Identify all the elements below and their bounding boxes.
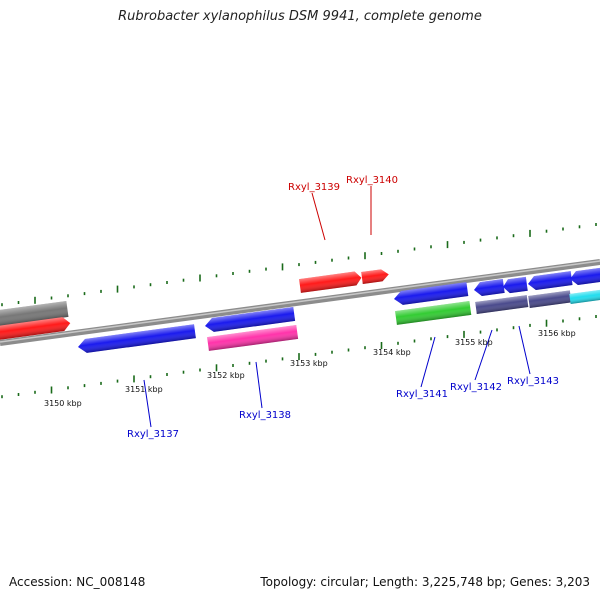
- gene-cyan[interactable]: [569, 288, 600, 304]
- gene-rxyl-3138[interactable]: [207, 325, 299, 351]
- gene-label-rxyl-3138[interactable]: Rxyl_3138: [239, 410, 291, 421]
- genome-backbone: [0, 259, 600, 346]
- gene-blue-right[interactable]: [569, 266, 600, 286]
- gene-label-rxyl-3142[interactable]: Rxyl_3142: [450, 382, 502, 393]
- scale-label: 3156 kbp: [538, 329, 576, 338]
- lower-tick-track: [1, 315, 597, 399]
- scale-label: 3153 kbp: [290, 359, 328, 368]
- gene-blue-upper[interactable]: [204, 307, 296, 333]
- gene-gray[interactable]: [0, 300, 69, 328]
- gene-rxyl-3142[interactable]: [475, 295, 529, 314]
- scale-labels: 3150 kbp 3151 kbp 3152 kbp 3153 kbp 3154…: [44, 329, 576, 408]
- gene-rxyl-3143[interactable]: [528, 290, 572, 308]
- gene-blue-3142-b[interactable]: [502, 276, 528, 294]
- plus-strand-genes: [0, 268, 389, 341]
- gene-rxyl-3141[interactable]: [395, 301, 472, 325]
- topology-text: Topology: circular; Length: 3,225,748 bp…: [260, 575, 590, 589]
- gene-rxyl-3140[interactable]: [361, 268, 389, 284]
- scale-label: 3150 kbp: [44, 399, 82, 408]
- gene-label-rxyl-3140[interactable]: Rxyl_3140: [346, 175, 398, 186]
- upper-tick-track: [1, 223, 597, 307]
- gene-red-left[interactable]: [0, 316, 71, 341]
- gene-label-rxyl-3139[interactable]: Rxyl_3139: [288, 182, 340, 193]
- genome-backbone-highlight: [0, 260, 600, 343]
- scale-label: 3151 kbp: [125, 385, 163, 394]
- gene-blue-3141-top[interactable]: [393, 282, 469, 306]
- gene-labels: Rxyl_3139 Rxyl_3140 Rxyl_3137 Rxyl_3138 …: [127, 175, 559, 440]
- scale-label: 3155 kbp: [455, 338, 493, 347]
- scale-label: 3152 kbp: [207, 371, 245, 380]
- accession-text: Accession: NC_008148: [9, 575, 146, 589]
- gene-blue-3142-a[interactable]: [473, 279, 505, 297]
- minus-strand-genes: [77, 266, 600, 354]
- gene-rxyl-3137[interactable]: [77, 324, 196, 354]
- gene-rxyl-3139[interactable]: [299, 271, 362, 293]
- gene-label-rxyl-3143[interactable]: Rxyl_3143: [507, 376, 559, 387]
- gene-label-rxyl-3137[interactable]: Rxyl_3137: [127, 429, 179, 440]
- gene-label-rxyl-3141[interactable]: Rxyl_3141: [396, 389, 448, 400]
- label-leader-lines: [143, 186, 531, 428]
- gene-blue-3143[interactable]: [527, 271, 573, 291]
- genome-title: Rubrobacter xylanophilus DSM 9941, compl…: [118, 9, 482, 24]
- scale-label: 3154 kbp: [373, 348, 411, 357]
